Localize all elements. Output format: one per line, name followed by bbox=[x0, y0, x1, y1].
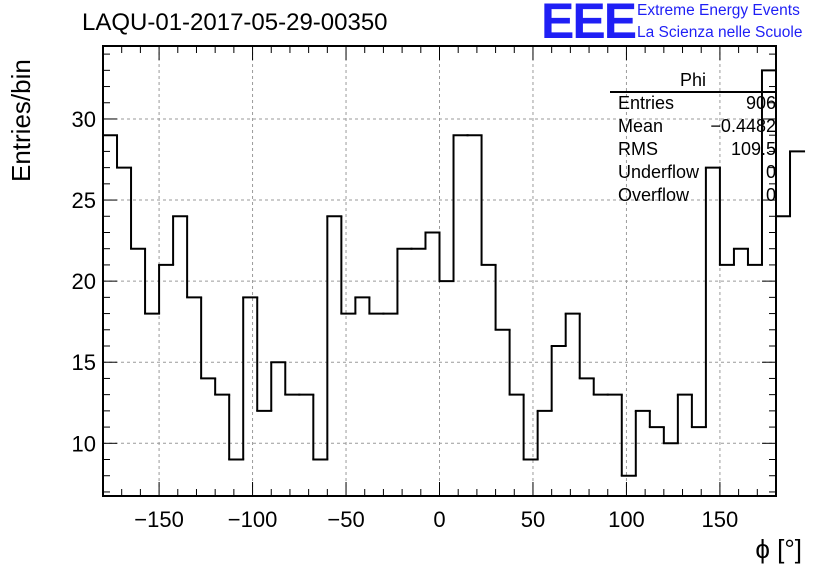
stats-box: Phi Entries 906 Mean −0.4482 RMS 109.5 U… bbox=[610, 70, 776, 212]
x-tick-label: −100 bbox=[228, 507, 278, 532]
y-tick-label: 25 bbox=[72, 188, 96, 213]
y-tick-label: 20 bbox=[72, 269, 96, 294]
stats-value: 109.5 bbox=[730, 139, 776, 159]
y-tick-label: 30 bbox=[72, 107, 96, 132]
x-tick-label: 50 bbox=[521, 507, 545, 532]
stats-label: Overflow bbox=[618, 185, 690, 205]
stats-row-overflow: Overflow 0 bbox=[618, 185, 776, 207]
x-tick-label: 150 bbox=[702, 507, 739, 532]
tick-labels: −150 −100 −50 0 50 100 150 10 15 20 25 30 bbox=[72, 107, 739, 532]
stats-row-rms: RMS 109.5 bbox=[618, 139, 776, 161]
chart-title: LAQU-01-2017-05-29-00350 bbox=[82, 9, 388, 36]
stats-row-underflow: Underflow 0 bbox=[618, 162, 776, 184]
stats-label: Underflow bbox=[618, 162, 700, 182]
x-tick-label: 100 bbox=[608, 507, 645, 532]
stats-row-entries: Entries 906 bbox=[618, 93, 776, 115]
x-axis-label: ϕ [°] bbox=[755, 534, 802, 564]
stats-row-mean: Mean −0.4482 bbox=[618, 116, 776, 138]
stats-label: Mean bbox=[618, 116, 664, 136]
stats-value: 906 bbox=[745, 93, 776, 113]
logo-line-2: La Scienza nelle Scuole bbox=[637, 24, 803, 41]
stats-value: 0 bbox=[765, 162, 776, 182]
logo-line-1: Extreme Energy Events bbox=[637, 2, 800, 19]
stats-label: RMS bbox=[618, 139, 658, 159]
stats-value: 0 bbox=[765, 185, 776, 205]
histogram-bins bbox=[102, 69, 806, 477]
x-tick-label: −50 bbox=[327, 507, 364, 532]
stats-value: −0.4482 bbox=[710, 116, 776, 136]
stats-box-divider bbox=[610, 91, 776, 93]
plot-frame bbox=[102, 45, 777, 497]
x-tick-label: −150 bbox=[134, 507, 184, 532]
x-tick-label: 0 bbox=[433, 507, 445, 532]
y-tick-label: 15 bbox=[72, 350, 96, 375]
stats-label: Entries bbox=[618, 93, 675, 113]
y-axis-label: Entries/bin bbox=[6, 59, 36, 182]
eee-logo: EEE bbox=[541, 0, 637, 49]
stats-box-title: Phi bbox=[679, 70, 706, 90]
y-tick-label: 10 bbox=[72, 431, 96, 456]
